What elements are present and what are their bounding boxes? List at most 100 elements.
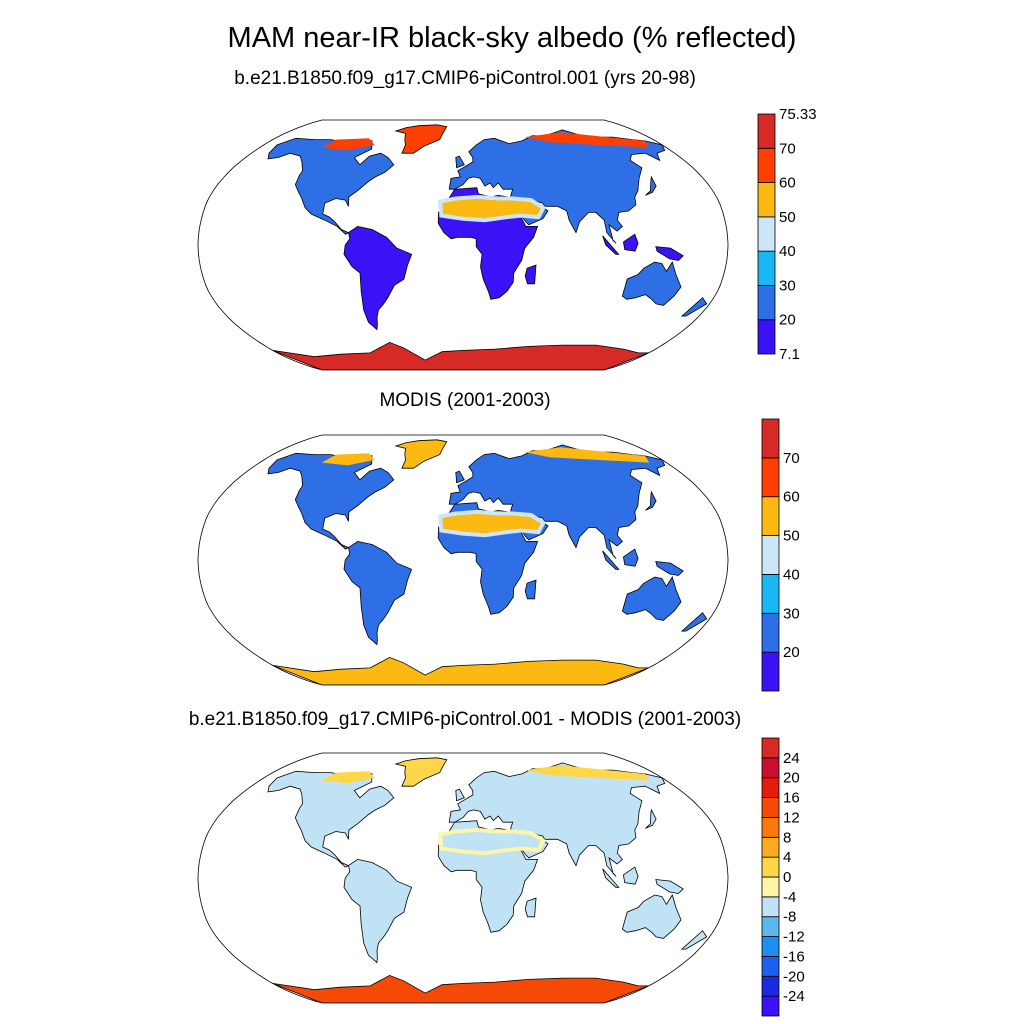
- map-panel-model: [197, 119, 729, 371]
- land-nz: [680, 612, 708, 632]
- colorbar-model: 7.1 20 30 40 50 60 70 75.33: [757, 106, 817, 363]
- colorbar-box: [757, 319, 776, 355]
- colorbar-label: 4: [783, 849, 791, 866]
- land-samerica: [343, 858, 413, 964]
- colorbar-box: [761, 651, 780, 692]
- land-png: [655, 246, 684, 261]
- colorbar-box: [761, 817, 780, 838]
- land-samerica: [343, 225, 413, 331]
- map-panel-diff: [197, 752, 729, 1004]
- map-panel-modis: [197, 434, 729, 686]
- land-australia: [621, 261, 682, 306]
- land-uk: [455, 155, 465, 169]
- colorbar-box: [757, 182, 776, 218]
- land-nz: [680, 297, 708, 317]
- land-uk: [455, 470, 465, 484]
- colorbar-box: [757, 216, 776, 252]
- colorbar-box: [761, 574, 780, 614]
- colorbar-label: 12: [783, 809, 800, 826]
- colorbar-box: [757, 147, 776, 183]
- land-nz: [680, 930, 708, 950]
- colorbar-label: 70: [779, 140, 796, 157]
- colorbar-box: [757, 113, 776, 149]
- colorbar-label: 30: [783, 605, 800, 622]
- colorbar-label: 40: [779, 243, 796, 260]
- arctic-snow-namerica: [321, 138, 375, 151]
- colorbar-label: 30: [779, 277, 796, 294]
- colorbar-box: [761, 876, 780, 898]
- colorbar-label: -8: [783, 909, 796, 926]
- land-namerica: [267, 137, 395, 235]
- colorbar-label: 50: [779, 209, 796, 226]
- colorbar-label: 75.33: [779, 106, 817, 123]
- colorbar-label: 60: [783, 489, 800, 506]
- colorbar-label: 40: [783, 566, 800, 583]
- land-madagascar: [524, 897, 537, 918]
- arctic-snow-namerica: [321, 771, 375, 784]
- colorbar-box: [761, 757, 780, 779]
- land-sumatra: [602, 550, 620, 570]
- colorbar-label: -24: [783, 988, 805, 1005]
- land-japan: [645, 490, 657, 511]
- land-greenland: [394, 124, 448, 154]
- colorbar-box: [761, 496, 780, 536]
- colorbar-box: [761, 956, 780, 977]
- colorbar-label: -4: [783, 889, 796, 906]
- colorbar-box: [757, 285, 776, 321]
- colorbar-box: [761, 936, 780, 957]
- colorbar-diff: -24 -20 -16 -12 -8 -4 0 4 8 12 16 20 24: [761, 737, 805, 1017]
- globe-outline: [197, 434, 729, 686]
- land-namerica: [267, 452, 395, 550]
- colorbar-label: 16: [783, 790, 800, 807]
- desert-region: [438, 194, 547, 223]
- land-png: [655, 879, 684, 894]
- colorbar-label: -12: [783, 929, 805, 946]
- colorbar-label: -16: [783, 948, 805, 965]
- land-uk: [455, 788, 465, 802]
- colorbar-label: 8: [783, 829, 791, 846]
- colorbar-label: 20: [779, 312, 796, 329]
- colorbar-box: [761, 856, 780, 878]
- colorbar-label: 20: [783, 770, 800, 787]
- land-japan: [645, 808, 657, 829]
- colorbar-box: [761, 777, 780, 798]
- globe-outline: [197, 119, 729, 371]
- land-greenland: [394, 757, 448, 787]
- panel-title-diff: b.e21.B1850.f09_g17.CMIP6-piControl.001 …: [188, 709, 742, 730]
- globe-outline: [197, 752, 729, 1004]
- colorbar-box: [761, 995, 780, 1017]
- colorbar-box: [761, 535, 780, 575]
- land-borneo: [622, 866, 639, 885]
- colorbar-box: [757, 250, 776, 286]
- land-australia: [621, 576, 682, 621]
- land-australia: [621, 894, 682, 939]
- land-borneo: [622, 233, 639, 252]
- land-madagascar: [524, 264, 537, 285]
- colorbar-box: [761, 975, 780, 997]
- colorbar-label: 70: [783, 450, 800, 467]
- colorbar-label: 60: [779, 175, 796, 192]
- colorbar-box: [761, 896, 780, 918]
- land-sumatra: [602, 235, 620, 255]
- panel-title-model: b.e21.B1850.f09_g17.CMIP6-piControl.001 …: [234, 68, 696, 89]
- colorbar-label: 24: [783, 750, 800, 767]
- panel-title-modis: MODIS (2001-2003): [379, 390, 551, 411]
- colorbar-label: 50: [783, 528, 800, 545]
- land-namerica: [267, 770, 395, 868]
- land-samerica: [343, 540, 413, 646]
- land-madagascar: [524, 579, 537, 600]
- desert-region: [438, 827, 547, 856]
- land-borneo: [622, 548, 639, 567]
- colorbar-box: [761, 457, 780, 498]
- land-greenland: [394, 439, 448, 469]
- colorbar-modis: 20 30 40 50 60 70: [761, 418, 800, 692]
- desert-region: [438, 509, 547, 538]
- colorbar-label: 7.1: [779, 346, 800, 363]
- arctic-snow-eurasia: [524, 132, 650, 148]
- colorbar-label: 0: [783, 869, 791, 886]
- land-sumatra: [602, 868, 620, 888]
- colorbar-box: [761, 737, 780, 759]
- arctic-snow-namerica: [321, 453, 375, 466]
- colorbar-box: [761, 612, 780, 653]
